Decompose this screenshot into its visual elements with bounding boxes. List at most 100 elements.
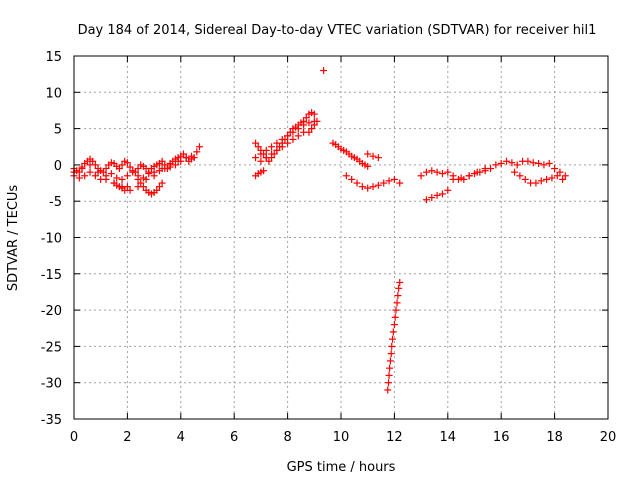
data-point: [294, 132, 302, 140]
data-point: [396, 179, 404, 187]
data-point: [387, 350, 395, 358]
data-point: [473, 168, 481, 176]
data-point: [166, 161, 174, 169]
x-tick-label: 16: [493, 430, 510, 445]
data-point: [134, 175, 142, 183]
data-point: [392, 306, 400, 314]
data-point: [391, 313, 399, 321]
data-point: [385, 371, 393, 379]
data-point: [532, 179, 540, 187]
data-point: [300, 121, 308, 129]
data-point: [369, 183, 377, 191]
data-point: [174, 157, 182, 165]
data-point: [310, 121, 318, 129]
x-axis-label: GPS time / hours: [287, 460, 396, 475]
data-point: [438, 190, 446, 198]
data-point: [252, 139, 260, 147]
data-point: [182, 154, 190, 162]
data-point: [433, 191, 441, 199]
data-point: [262, 154, 270, 162]
y-tick-label: -25: [41, 340, 62, 355]
data-point: [364, 162, 372, 170]
grid: [74, 56, 608, 419]
data-point: [503, 157, 511, 165]
data-point: [386, 364, 394, 372]
data-point: [385, 379, 393, 387]
x-tick-label: 18: [546, 430, 563, 445]
y-tick-label: 5: [54, 123, 62, 138]
data-point: [422, 196, 430, 204]
data-point: [145, 170, 153, 178]
x-tick-label: 8: [283, 430, 291, 445]
data-point: [302, 114, 310, 122]
data-point: [516, 172, 524, 180]
data-point: [86, 168, 94, 176]
data-point: [342, 172, 350, 180]
data-point: [369, 152, 377, 160]
data-point: [521, 175, 529, 183]
data-point: [257, 150, 265, 158]
x-tick-label: 20: [600, 430, 617, 445]
x-tick-label: 12: [386, 430, 403, 445]
data-point: [289, 128, 297, 136]
data-point: [129, 168, 137, 176]
data-point: [553, 172, 561, 180]
data-point: [364, 184, 372, 192]
y-tick-label: 10: [45, 86, 62, 101]
data-point: [195, 143, 203, 151]
data-point: [444, 168, 452, 176]
data-point: [535, 159, 543, 167]
data-point: [278, 143, 286, 151]
data-point: [252, 154, 260, 162]
data-point: [524, 157, 532, 165]
data-point: [78, 165, 86, 173]
data-point: [260, 167, 268, 175]
data-point: [113, 174, 121, 182]
y-tick-label: -5: [49, 195, 62, 210]
data-point: [374, 154, 382, 162]
data-point: [353, 179, 361, 187]
data-point: [94, 168, 102, 176]
data-point: [158, 157, 166, 165]
data-point: [320, 67, 328, 75]
data-point: [385, 177, 393, 185]
data-point: [380, 179, 388, 187]
data-point: [262, 146, 270, 154]
data-point: [348, 175, 356, 183]
y-tick-label: -20: [41, 304, 62, 319]
data-point: [384, 386, 392, 394]
data-point: [417, 172, 425, 180]
data-point: [389, 328, 397, 336]
data-point: [289, 135, 297, 143]
data-point: [139, 183, 147, 191]
data-point: [75, 174, 83, 182]
data-point: [187, 152, 195, 160]
data-point: [513, 161, 521, 169]
data-point: [433, 168, 441, 176]
data-point: [118, 175, 126, 183]
data-point: [551, 165, 559, 173]
data-point: [548, 174, 556, 182]
data-point: [537, 177, 545, 185]
x-tick-label: 6: [230, 430, 238, 445]
data-point: [142, 175, 150, 183]
data-point: [508, 159, 516, 167]
data-point: [153, 186, 161, 194]
data-point: [123, 183, 131, 191]
chart-title: Day 184 of 2014, Sidereal Day-to-day VTE…: [78, 23, 597, 38]
data-point: [386, 357, 394, 365]
data-point: [126, 163, 134, 171]
data-points: [70, 67, 569, 394]
data-point: [358, 183, 366, 191]
data-point: [310, 110, 318, 118]
data-point: [388, 342, 396, 350]
data-point: [179, 150, 187, 158]
data-point: [394, 292, 402, 300]
data-point: [543, 175, 551, 183]
data-point: [390, 321, 398, 329]
data-point: [305, 128, 313, 136]
y-axis-label: SDTVAR / TECUs: [6, 185, 21, 292]
data-point: [313, 117, 321, 125]
data-point: [395, 284, 403, 292]
y-tick-label: 15: [45, 50, 62, 65]
